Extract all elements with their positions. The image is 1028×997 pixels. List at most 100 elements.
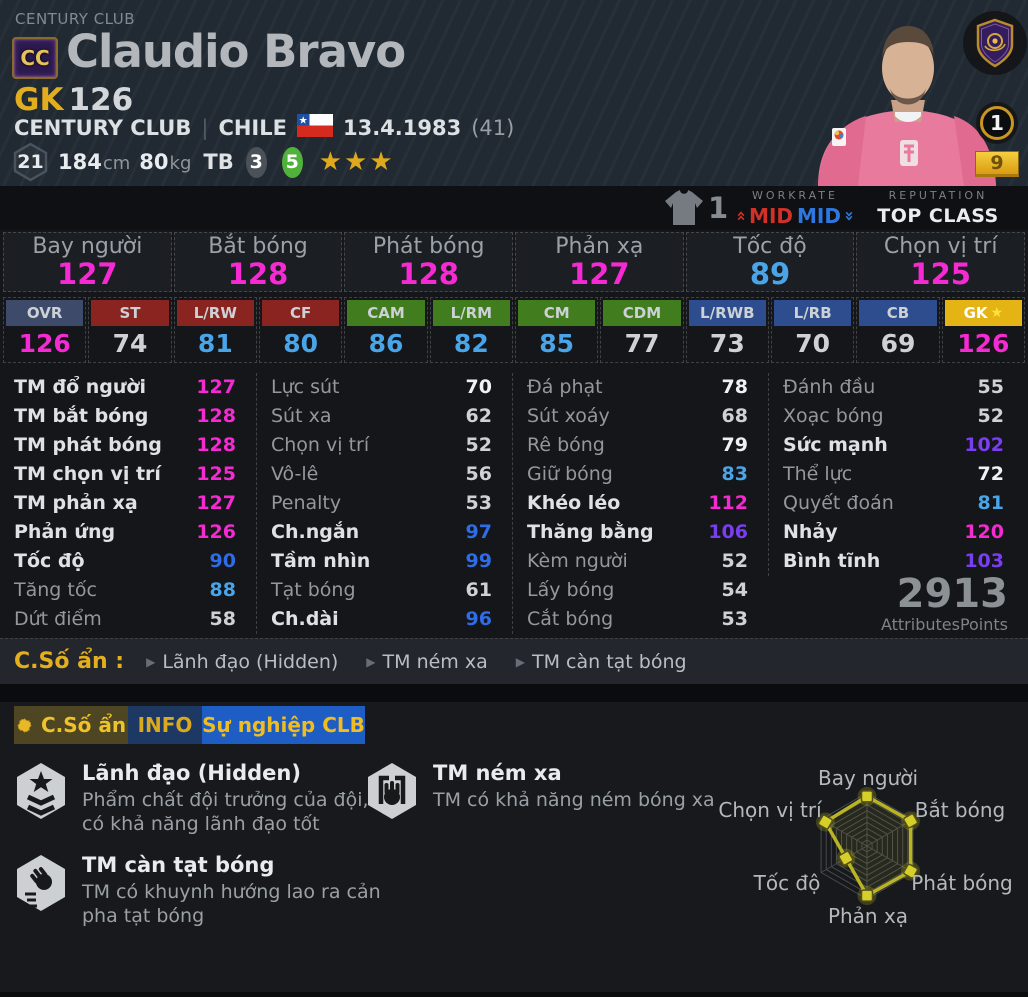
attribute-label: Xoạc bóng bbox=[783, 405, 884, 427]
trait-title: TM càn tạt bóng bbox=[82, 853, 275, 877]
attribute-label: Tốc độ bbox=[14, 550, 85, 572]
card-type-badge-text: CC bbox=[20, 46, 50, 70]
radar-axis-label: Phát bóng bbox=[911, 871, 1013, 895]
player-overall: 126 bbox=[68, 82, 134, 118]
attribute-label: Giữ bóng bbox=[527, 463, 613, 485]
position-cell-cm: CM 85 bbox=[515, 297, 599, 363]
position-cell-gk: GK ★ 126 bbox=[941, 297, 1025, 363]
main-stat-cell: Phản xạ 127 bbox=[515, 232, 684, 292]
attribute-label: Tăng tốc bbox=[14, 579, 97, 601]
attribute-value: 127 bbox=[196, 376, 236, 398]
weight-value: 80 bbox=[139, 150, 169, 174]
attribute-label: Chọn vị trí bbox=[271, 434, 370, 456]
reputation-block: REPUTATION TOP CLASS bbox=[858, 189, 1018, 227]
grade-plate-value: 9 bbox=[990, 152, 1004, 174]
attributes-grid: 2913 AttributesPoints TM đổ người 127 TM b… bbox=[0, 373, 1028, 635]
attribute-value: 53 bbox=[465, 492, 492, 514]
tab-hidden-stats[interactable]: C.Số ẩn bbox=[14, 706, 128, 744]
player-name: Claudio Bravo bbox=[66, 25, 406, 78]
position-ratings-row: OVR 126 ST 74 L/RW 81 CF 80 CAM 86 L/RM 82 CM 85 CDM 77… bbox=[3, 297, 1025, 363]
attribute-label: TM phát bóng bbox=[14, 434, 162, 456]
attribute-row: Thể lực 72 bbox=[769, 460, 1024, 489]
tab-club-career[interactable]: Sự nghiệp CLB bbox=[202, 706, 365, 744]
starburst-icon bbox=[17, 717, 32, 733]
tab-label: INFO bbox=[137, 713, 193, 737]
tab-label: Sự nghiệp CLB bbox=[202, 713, 365, 737]
position-value: 73 bbox=[709, 328, 745, 358]
main-stat-cell: Bắt bóng 128 bbox=[173, 232, 343, 292]
hidden-traits-list: ▶ Lãnh đạo (Hidden) ▶ TM ném xa ▶ TM càn tạt … bbox=[146, 651, 686, 673]
stats-panel: Bay người 127 Bắt bóng 128 Phát bóng 128 Phản … bbox=[0, 230, 1028, 684]
foot-label: TB bbox=[203, 150, 234, 174]
attribute-row: Nhảy 120 bbox=[769, 518, 1024, 547]
skill-stars: ★★★ bbox=[318, 147, 395, 177]
attribute-label: Đá phạt bbox=[527, 376, 603, 398]
header: CENTURY CLUB CC Claudio Bravo GK 126 CENT… bbox=[0, 0, 1028, 186]
shirt-count: 1 bbox=[708, 191, 729, 225]
attribute-label: Đánh đầu bbox=[783, 376, 876, 398]
position-overall: GK 126 bbox=[14, 82, 133, 118]
attribute-row: TM phản xạ 127 bbox=[0, 489, 256, 518]
attribute-label: Kèm người bbox=[527, 550, 628, 572]
triangle-bullet-icon: ▶ bbox=[366, 654, 376, 669]
tab-label: C.Số ẩn bbox=[40, 713, 127, 737]
attribute-row: Tăng tốc 88 bbox=[0, 576, 256, 605]
attribute-label: Sút xa bbox=[271, 405, 332, 427]
meta-band: 1 WORKRATE MID MID REPUTATION TOP CLASS bbox=[0, 186, 1028, 230]
attribute-value: 61 bbox=[465, 579, 492, 601]
attribute-label: Penalty bbox=[271, 492, 342, 514]
attribute-value: 128 bbox=[196, 434, 236, 456]
attribute-row: Lực sút 70 bbox=[257, 373, 512, 402]
attribute-row: Penalty 53 bbox=[257, 489, 512, 518]
attribute-row: Quyết đoán 81 bbox=[769, 489, 1024, 518]
attribute-label: Nhảy bbox=[783, 521, 838, 543]
upgrade-coin-badge: 1 bbox=[980, 106, 1014, 140]
attribute-row: Tốc độ 90 bbox=[0, 547, 256, 576]
player-position: GK bbox=[14, 82, 64, 118]
position-code: L/RM bbox=[432, 300, 510, 326]
attribute-label: Sút xoáy bbox=[527, 405, 610, 427]
attribute-label: Sức mạnh bbox=[783, 434, 888, 456]
attribute-row: TM bắt bóng 128 bbox=[0, 402, 256, 431]
trait-title: Lãnh đạo (Hidden) bbox=[82, 761, 301, 785]
detail-panel: C.Số ẩn INFO Sự nghiệp CLB Lãnh đạo (Hidde… bbox=[0, 702, 1028, 992]
attribute-label: Thể lực bbox=[783, 463, 853, 485]
attribute-row: Tầm nhìn 99 bbox=[257, 547, 512, 576]
attribute-column: Lực sút 70 Sút xa 62 Chọn vị trí 52 Vô-lê 56 Pen… bbox=[256, 373, 512, 634]
height-value: 184 bbox=[58, 150, 102, 174]
attribute-row: Lấy bóng 54 bbox=[513, 576, 768, 605]
attribute-total-label: AttributesPoints bbox=[880, 615, 1008, 634]
attribute-row: Sút xa 62 bbox=[257, 402, 512, 431]
attribute-value: 53 bbox=[721, 608, 748, 630]
attribute-row: Rê bóng 79 bbox=[513, 431, 768, 460]
club-name: CENTURY CLUB bbox=[14, 116, 192, 140]
attribute-row: TM chọn vị trí 125 bbox=[0, 460, 256, 489]
hidden-trait-text: TM ném xa bbox=[382, 650, 488, 673]
position-cell-lrwb: L/RWB 73 bbox=[685, 297, 769, 363]
reputation-label: REPUTATION bbox=[888, 189, 988, 202]
main-stat-cell: Bay người 127 bbox=[3, 232, 172, 292]
position-cell-ovr: OVR 126 bbox=[3, 297, 87, 363]
radar-axis-label: Bay người bbox=[817, 766, 919, 790]
position-code: L/RW bbox=[176, 300, 254, 326]
tab-info[interactable]: INFO bbox=[128, 706, 202, 744]
tab-bar: C.Số ẩn INFO Sự nghiệp CLB bbox=[14, 706, 365, 744]
radar-axis-label: Chọn vị trí bbox=[718, 798, 822, 822]
hidden-trait-item: ▶ TM ném xa bbox=[366, 651, 487, 673]
attribute-value: 72 bbox=[977, 463, 1004, 485]
weight: 80 kg bbox=[139, 150, 191, 174]
attribute-label: Ch.dài bbox=[271, 608, 339, 630]
attribute-row: Thăng bằng 106 bbox=[513, 518, 768, 547]
position-code: ST bbox=[91, 300, 169, 326]
attribute-value: 106 bbox=[708, 521, 748, 543]
attribute-row: Phản ứng 126 bbox=[0, 518, 256, 547]
attribute-row: Ch.dài 96 bbox=[257, 605, 512, 634]
gk-long-throw-icon bbox=[365, 762, 419, 824]
attribute-row: Tạt bóng 61 bbox=[257, 576, 512, 605]
main-stat-label: Chọn vị trí bbox=[883, 234, 998, 259]
attribute-value: 56 bbox=[465, 463, 492, 485]
attribute-row: Ch.ngắn 97 bbox=[257, 518, 512, 547]
attribute-label: Ch.ngắn bbox=[271, 521, 360, 543]
position-value: 80 bbox=[283, 328, 319, 358]
